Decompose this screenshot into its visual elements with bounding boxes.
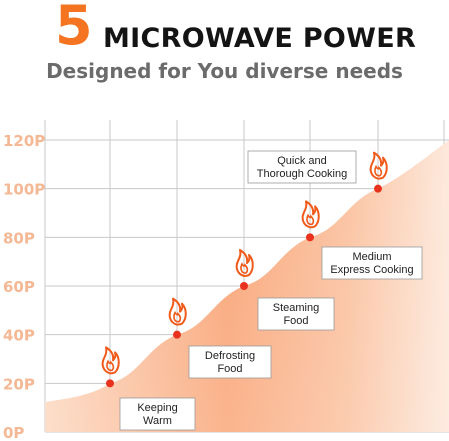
label-text: Defrosting bbox=[205, 350, 255, 362]
label-text: Medium bbox=[352, 251, 391, 263]
y-tick-label: 80P bbox=[3, 229, 35, 247]
label-text: Thorough Cooking bbox=[257, 168, 348, 180]
label-box bbox=[188, 345, 272, 379]
header: 5 MICROWAVE POWER Designed for You diver… bbox=[0, 0, 449, 90]
flame-icon bbox=[101, 346, 120, 375]
y-tick-label: 60P bbox=[3, 278, 35, 296]
flame-icon bbox=[168, 297, 187, 326]
page-title: MICROWAVE POWER bbox=[103, 23, 417, 54]
y-tick-label: 40P bbox=[3, 327, 35, 345]
data-points bbox=[101, 151, 388, 388]
y-tick-label: 100P bbox=[3, 181, 45, 199]
label-text: Keeping bbox=[137, 402, 177, 414]
label-box bbox=[321, 246, 423, 280]
label-box bbox=[119, 397, 196, 431]
data-point bbox=[106, 379, 114, 388]
label-box bbox=[257, 297, 335, 331]
label-text: Warm bbox=[143, 415, 172, 427]
label-box bbox=[247, 150, 357, 184]
data-labels: KeepingWarmDefrostingFoodSteamingFoodMed… bbox=[119, 150, 423, 431]
power-level-count: 5 bbox=[55, 0, 93, 57]
label-text: Food bbox=[283, 315, 308, 327]
label-text: Steaming bbox=[273, 302, 319, 314]
flame-icon bbox=[235, 249, 254, 277]
page-subtitle: Designed for You diverse needs bbox=[46, 59, 403, 83]
label-text: Quick and bbox=[277, 155, 327, 167]
data-point bbox=[173, 330, 181, 339]
y-axis: 0P 20P 40P 60P 80P 100P 120P bbox=[3, 132, 45, 441]
flame-icon bbox=[301, 200, 320, 229]
label-text: Express Cooking bbox=[330, 264, 413, 276]
flame-icon bbox=[369, 151, 388, 180]
data-point bbox=[306, 233, 314, 242]
y-tick-label: 0P bbox=[3, 424, 24, 441]
y-tick-label: 20P bbox=[3, 375, 35, 393]
y-tick-label: 120P bbox=[3, 132, 45, 150]
data-point bbox=[374, 184, 382, 193]
label-text: Food bbox=[217, 363, 242, 375]
data-point bbox=[240, 282, 248, 290]
